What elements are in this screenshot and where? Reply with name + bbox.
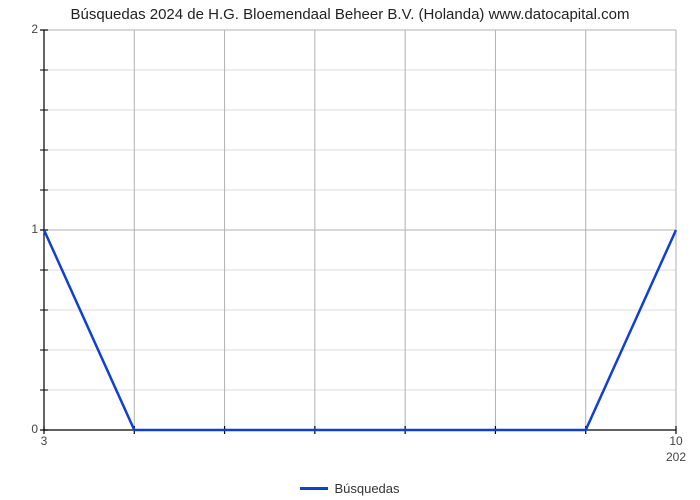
y-tick-label: 2 (18, 22, 38, 36)
x-secondary-label: 202 (656, 450, 686, 464)
y-tick-label: 1 (18, 222, 38, 236)
chart-plot (44, 30, 676, 430)
chart-title: Búsquedas 2024 de H.G. Bloemendaal Behee… (0, 6, 700, 23)
legend: Búsquedas (0, 480, 700, 496)
legend-swatch (300, 487, 328, 490)
x-tick-label: 10 (669, 434, 682, 448)
y-tick-label: 0 (18, 422, 38, 436)
x-tick-label: 3 (41, 434, 48, 448)
legend-label: Búsquedas (334, 481, 399, 496)
